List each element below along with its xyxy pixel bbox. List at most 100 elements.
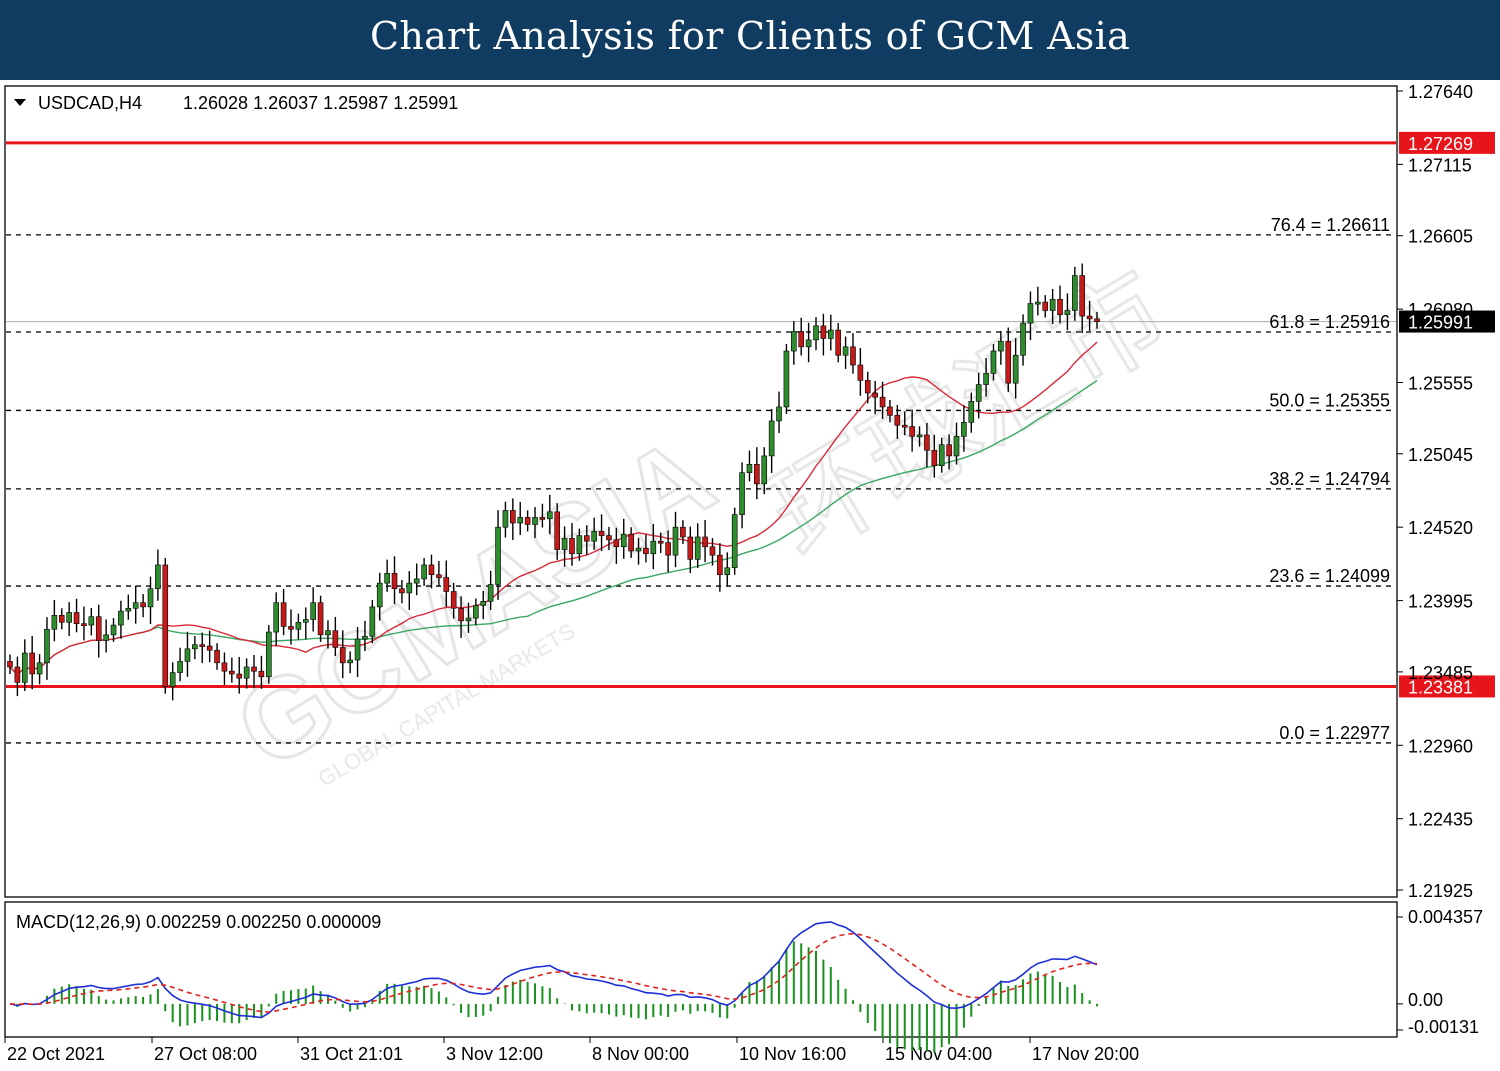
candle-body <box>95 616 102 641</box>
candle <box>332 616 339 657</box>
candle <box>421 557 427 586</box>
chart-ohlc: 1.26028 1.26037 1.25987 1.25991 <box>183 93 458 113</box>
candle-body <box>709 546 716 556</box>
candle <box>916 426 923 447</box>
candle <box>66 602 72 636</box>
fib-level-label: 76.4 = 1.26611 <box>1271 215 1390 235</box>
candle <box>1005 327 1012 392</box>
candle <box>192 635 198 660</box>
candle <box>554 503 560 560</box>
candle-body <box>118 610 124 626</box>
macd-header: MACD(12,26,9) 0.002259 0.002250 0.000009 <box>16 912 381 932</box>
candle <box>236 656 243 694</box>
candle-body <box>657 540 664 544</box>
candle-body <box>495 526 501 585</box>
price-tick-label: 1.24520 <box>1408 518 1473 538</box>
candle <box>1035 286 1041 316</box>
candle-body <box>369 606 376 637</box>
candle-body <box>110 624 117 636</box>
candle <box>1079 263 1086 334</box>
candle <box>879 381 886 419</box>
candle <box>273 592 280 646</box>
candle <box>776 391 782 433</box>
fib-level-label: 38.2 = 1.24794 <box>1269 469 1390 489</box>
fib-level-label: 50.0 = 1.25355 <box>1269 390 1390 410</box>
candle <box>643 534 649 563</box>
candle-body <box>1035 301 1041 305</box>
candle-body <box>569 538 575 555</box>
candle-body <box>1079 275 1086 317</box>
candle-body <box>754 463 760 485</box>
candle-body <box>524 517 531 525</box>
candle-body <box>421 564 427 580</box>
candle-body <box>125 607 132 612</box>
macd-line <box>9 921 1098 1019</box>
candle <box>502 501 509 538</box>
candle-body <box>1094 318 1100 322</box>
candle-body <box>376 582 383 608</box>
time-tick-label: 31 Oct 21:01 <box>300 1044 403 1064</box>
candle <box>606 526 612 551</box>
candle <box>369 599 376 644</box>
candle <box>835 323 841 363</box>
candle-body <box>332 630 339 648</box>
candle <box>872 380 878 415</box>
chart-canvas: GCMASIA GLOBAL CAPITAL MARKETS 环球汇市 76.4… <box>4 82 1495 1064</box>
time-tick-label: 15 Nov 04:00 <box>885 1044 992 1064</box>
price-tick-label: 1.25555 <box>1408 373 1473 393</box>
price-tick-label: 1.23485 <box>1408 663 1473 683</box>
candle-body <box>591 531 597 542</box>
dropdown-triangle-icon[interactable] <box>14 99 26 106</box>
candle <box>1027 291 1034 341</box>
candle <box>517 502 524 536</box>
candle <box>487 570 494 610</box>
candle-body <box>990 350 997 374</box>
candle <box>702 519 708 563</box>
candle <box>946 434 952 470</box>
candle-body <box>66 612 72 623</box>
macd-tick-label: 0.004357 <box>1408 907 1483 927</box>
price-tick-label: 1.25045 <box>1408 445 1473 465</box>
candle-body <box>280 602 287 627</box>
candle-body <box>820 325 827 339</box>
candle-body <box>887 406 893 416</box>
candle <box>547 494 553 535</box>
candle <box>362 620 368 652</box>
candle-body <box>1064 310 1071 315</box>
candle <box>384 559 390 592</box>
candle <box>162 557 169 694</box>
candle <box>14 656 21 697</box>
candle-body <box>354 638 361 661</box>
candle-body <box>998 340 1004 352</box>
candle-body <box>731 514 738 569</box>
candle <box>510 498 516 541</box>
candle-body <box>177 661 183 673</box>
candle <box>694 523 701 569</box>
candle <box>443 560 450 607</box>
candle-body <box>443 577 450 592</box>
candle-body <box>1049 299 1056 311</box>
price-tick-label: 1.27640 <box>1408 82 1473 102</box>
candle-body <box>554 511 560 550</box>
candle-body <box>1012 354 1019 384</box>
candle <box>975 372 982 419</box>
candle <box>325 620 331 649</box>
candle <box>1086 300 1093 331</box>
candle <box>561 526 568 567</box>
candle <box>391 556 398 605</box>
candle <box>413 563 420 596</box>
candle-body <box>214 649 220 664</box>
candle <box>709 538 716 566</box>
candle-body <box>221 662 228 672</box>
key-level-tag-label: 1.27269 <box>1408 134 1473 154</box>
candle <box>909 409 915 452</box>
candle <box>1049 288 1056 325</box>
candle <box>21 639 28 692</box>
time-tick-label: 27 Oct 08:00 <box>154 1044 257 1064</box>
candle-body <box>295 621 302 630</box>
candle-body <box>132 602 139 609</box>
candle-body <box>44 628 50 664</box>
candle-body <box>229 670 235 675</box>
candle-body <box>384 573 390 584</box>
candle <box>147 576 154 624</box>
